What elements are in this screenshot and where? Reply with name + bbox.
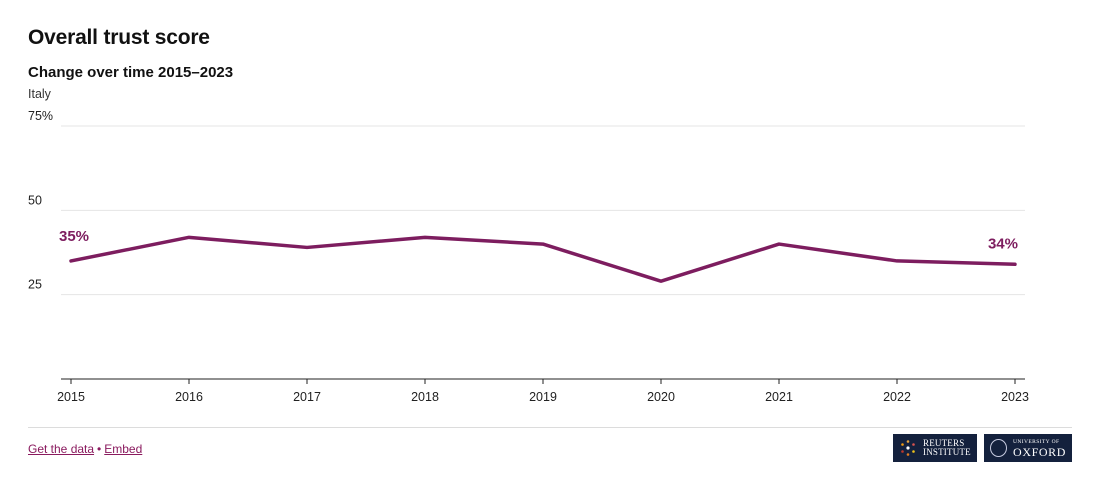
trust-line-chart: 25 50 75% 2015 2016 2017 2018 2019 2020 2021 2022…	[28, 109, 1029, 404]
x-tick-label: 2018	[411, 390, 439, 404]
x-tick-label: 2021	[765, 390, 793, 404]
oxford-university-logo[interactable]: UNIVERSITY OF OXFORD	[984, 434, 1072, 462]
start-value-label: 35%	[59, 228, 89, 245]
end-value-label: 34%	[988, 235, 1018, 252]
y-tick-label: 50	[28, 193, 42, 207]
y-tick-label: 25	[28, 278, 42, 292]
x-tick-label: 2019	[529, 390, 557, 404]
footer-links: Get the data • Embed	[28, 442, 142, 456]
chart-subtitle: Change over time 2015–2023	[28, 64, 234, 81]
oxford-seal-icon	[990, 439, 1008, 457]
embed-link[interactable]: Embed	[104, 442, 143, 456]
oxford-logo-text: UNIVERSITY OF OXFORD	[1013, 438, 1066, 459]
trust-score-line	[69, 235, 1017, 283]
y-tick-label: 75%	[28, 109, 53, 123]
chart-title: Overall trust score	[28, 26, 210, 49]
get-the-data-link[interactable]: Get the data	[28, 442, 95, 456]
country-label: Italy	[28, 87, 51, 101]
reuters-institute-logo[interactable]: REUTERS INSTITUTE	[893, 434, 977, 462]
x-tick-label: 2022	[883, 390, 911, 404]
footer-divider	[28, 427, 1072, 428]
link-separator: •	[97, 442, 102, 456]
reuters-logo-text: REUTERS INSTITUTE	[923, 438, 971, 457]
x-tick-label: 2017	[293, 390, 321, 404]
reuters-dots-icon	[901, 440, 915, 456]
x-tick-label: 2023	[1001, 390, 1029, 404]
x-tick-label: 2015	[57, 390, 85, 404]
x-tick-label: 2020	[647, 390, 675, 404]
x-tick-label: 2016	[175, 390, 203, 404]
